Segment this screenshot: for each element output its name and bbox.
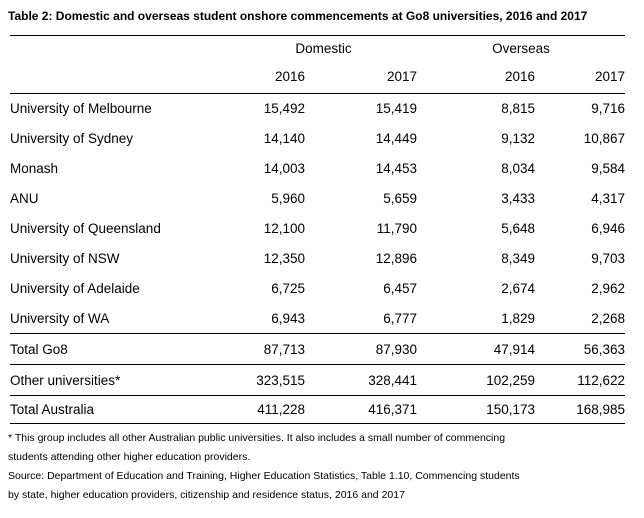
column-group-row: Domestic Overseas [10, 36, 625, 61]
university-name-cell: University of Adelaide [10, 281, 140, 296]
table-row: ANU 5,960 5,659 3,433 4,317 [10, 184, 625, 214]
value-cell: 14,140 [263, 131, 305, 146]
value-cell: 5,659 [383, 191, 418, 206]
value-cell: 6,777 [305, 303, 418, 334]
value-cell: 14,453 [375, 161, 418, 176]
table-row: University of Sydney 14,140 14,449 9,132… [10, 124, 625, 154]
value-cell: 8,815 [501, 101, 536, 117]
document-page: Table 2: Domestic and overseas student o… [0, 9, 644, 518]
year-header-overseas-2016: 2016 [417, 60, 536, 94]
value-cell: 2,962 [591, 281, 626, 296]
table-row: University of NSW 12,350 12,896 8,349 9,… [10, 244, 625, 274]
value-cell: 14,003 [263, 161, 305, 176]
value-cell: 6,943 [230, 303, 305, 334]
value-cell: 15,419 [375, 101, 418, 117]
value-cell: 15,492 [263, 101, 305, 117]
year-header-row: 2016 2017 2016 2017 [10, 60, 626, 94]
table-row: University of Adelaide 6,725 6,457 2,674… [10, 274, 625, 304]
total-go8-row: Total Go8 87,713 87,930 47,914 56,363 [10, 333, 626, 365]
column-group-domestic: Domestic [295, 40, 352, 56]
table-row: Monash 14,003 14,453 8,034 9,584 [10, 154, 625, 184]
value-cell: 87,713 [230, 333, 305, 365]
value-cell: 14,449 [375, 131, 418, 146]
column-group-overseas: Overseas [492, 40, 550, 56]
year-header-domestic-2016: 2016 [230, 60, 305, 94]
value-cell: 6,946 [591, 221, 626, 236]
value-cell: 411,228 [230, 395, 305, 424]
total-label-cell: Other universities* [10, 364, 230, 396]
value-cell: 9,716 [591, 101, 626, 117]
university-name-cell: ANU [10, 191, 39, 206]
value-cell: 12,896 [375, 251, 418, 266]
value-cell: 102,259 [417, 364, 536, 396]
university-name-cell: University of Melbourne [10, 101, 152, 117]
total-label-cell: Total Australia [10, 395, 230, 424]
total-australia-row: Total Australia 411,228 416,371 150,173 … [10, 395, 626, 424]
value-cell: 2,268 [535, 303, 626, 334]
empty-header-cell [10, 60, 230, 94]
value-cell: 4,317 [591, 191, 626, 206]
value-cell: 6,457 [383, 281, 418, 296]
value-cell: 87,930 [305, 333, 418, 365]
table-title: Table 2: Domestic and overseas student o… [8, 9, 588, 23]
university-name-cell: University of Sydney [10, 131, 134, 146]
value-cell: 10,867 [583, 131, 626, 146]
year-header-domestic-2017: 2017 [305, 60, 418, 94]
value-cell: 56,363 [535, 333, 626, 365]
footnotes: * This group includes all other Australi… [8, 429, 640, 505]
value-cell: 328,441 [305, 364, 418, 396]
value-cell: 1,829 [417, 303, 536, 334]
value-cell: 9,132 [501, 131, 536, 146]
table-row: University of Melbourne 15,492 15,419 8,… [10, 94, 625, 124]
value-cell: 12,100 [263, 221, 305, 236]
value-cell: 5,648 [501, 221, 536, 236]
value-cell: 416,371 [305, 395, 418, 424]
commencements-table: Domestic Overseas 2016 2017 2016 2017 Un… [10, 35, 626, 424]
university-name-cell: University of Queensland [10, 221, 161, 236]
value-cell: 8,034 [501, 161, 536, 176]
other-universities-row: Other universities* 323,515 328,441 102,… [10, 364, 626, 396]
source-line: Source: Department of Education and Trai… [8, 470, 520, 482]
value-cell: 150,173 [417, 395, 536, 424]
value-cell: 8,349 [501, 251, 536, 266]
university-name-cell: University of WA [10, 303, 230, 334]
value-cell: 168,985 [535, 395, 626, 424]
value-cell: 323,515 [230, 364, 305, 396]
value-cell: 12,350 [263, 251, 305, 266]
table-row: University of Queensland 12,100 11,790 5… [10, 214, 625, 244]
table-row: University of WA 6,943 6,777 1,829 2,268 [10, 303, 626, 334]
value-cell: 11,790 [376, 221, 418, 236]
value-cell: 112,622 [535, 364, 626, 396]
university-name-cell: University of NSW [10, 251, 120, 266]
value-cell: 5,960 [271, 191, 305, 206]
value-cell: 9,703 [591, 251, 626, 266]
year-header-overseas-2017: 2017 [535, 60, 626, 94]
footnote-line: students attending other higher educatio… [8, 451, 251, 463]
university-name-cell: Monash [10, 161, 59, 176]
source-line: by state, higher education providers, ci… [8, 489, 405, 501]
total-label-cell: Total Go8 [10, 333, 230, 365]
footnote-line: * This group includes all other Australi… [8, 432, 506, 444]
value-cell: 47,914 [417, 333, 536, 365]
value-cell: 9,584 [591, 161, 626, 176]
value-cell: 6,725 [271, 281, 305, 296]
value-cell: 2,674 [501, 281, 536, 296]
value-cell: 3,433 [501, 191, 536, 206]
empty-header-cell [10, 36, 230, 61]
